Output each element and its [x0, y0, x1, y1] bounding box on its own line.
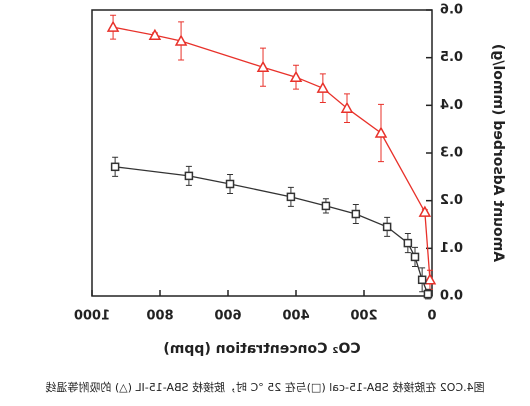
- y-tick-label: 0.6: [440, 3, 463, 18]
- marker: [382, 222, 392, 232]
- y-tick-label: 0.3: [440, 146, 463, 161]
- marker: [423, 273, 437, 285]
- marker: [286, 192, 296, 202]
- marker: [174, 34, 188, 46]
- y-tick-label: 0.1: [440, 241, 463, 256]
- marker: [423, 289, 433, 299]
- marker: [110, 162, 120, 172]
- x-tick-label: 400: [282, 309, 309, 324]
- x-tick-label: 200: [350, 309, 377, 324]
- marker: [418, 205, 432, 217]
- x-tick-label: 0: [427, 309, 436, 324]
- x-tick-label: 600: [214, 309, 241, 324]
- y-tick-label: 0.2: [440, 193, 463, 208]
- marker: [374, 126, 388, 138]
- y-tick-label: 0.0: [440, 289, 463, 304]
- marker: [340, 101, 354, 113]
- marker: [256, 60, 270, 72]
- y-tick-label: 0.4: [440, 98, 463, 113]
- marker: [321, 201, 331, 211]
- series-line: [115, 166, 429, 295]
- caption: 图4.CO2 在胺接枝 SBA-15-cal (□)与在 25 °C 时，胺接枝…: [45, 380, 484, 394]
- y-axis-title: Amount Adsorbed (mmol/g): [490, 44, 506, 262]
- marker: [316, 81, 330, 93]
- series-line: [112, 26, 431, 280]
- x-tick-label: 800: [146, 309, 173, 324]
- x-tick-label: 1000: [74, 309, 110, 324]
- marker: [184, 171, 194, 181]
- marker: [106, 20, 120, 32]
- y-tick-label: 0.5: [440, 50, 463, 65]
- marker: [289, 70, 303, 82]
- marker: [403, 238, 413, 248]
- marker: [417, 275, 427, 285]
- x-axis-title: CO₂ Concentration (ppm): [163, 341, 360, 357]
- marker: [410, 252, 420, 262]
- marker: [351, 209, 361, 219]
- marker: [225, 179, 235, 189]
- marker: [148, 28, 162, 41]
